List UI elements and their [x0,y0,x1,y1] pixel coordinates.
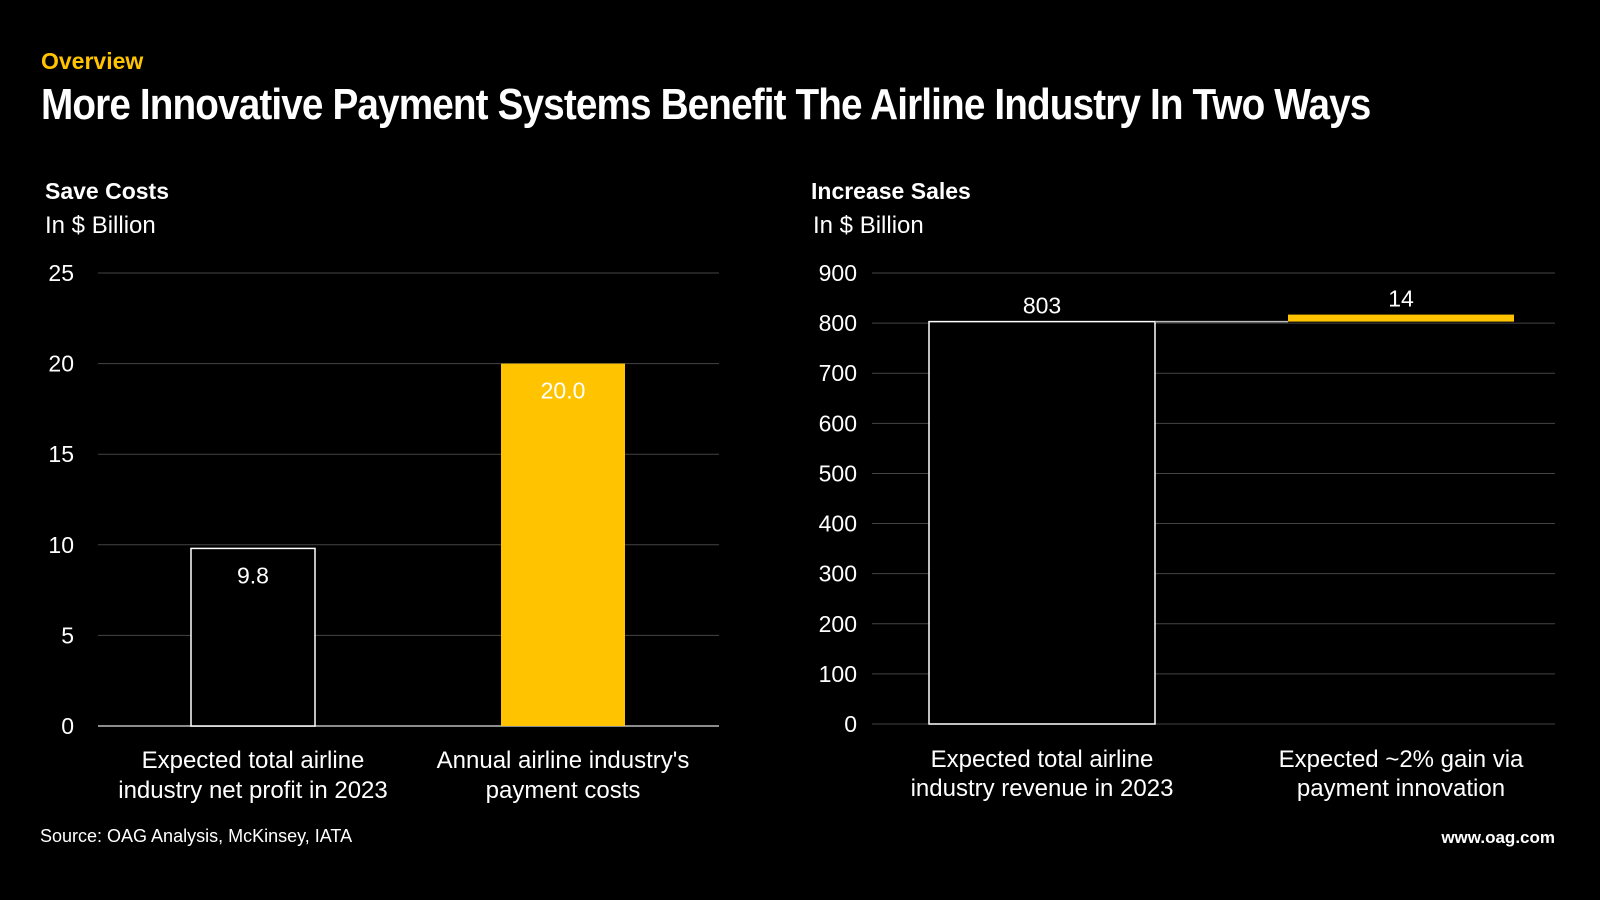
left-chart-title: Save Costs [45,178,170,204]
save-costs-chart: 0 5 10 15 20 25 9.8 Expected total airline indus… [48,260,719,804]
y-tick-label: 300 [819,561,857,587]
right-chart-subtitle: In $ Billion [813,212,924,239]
y-tick-label: 10 [48,532,74,558]
y-tick-label: 200 [819,611,857,637]
x-category-label: industry net profit in 2023 [118,777,388,804]
y-tick-label: 900 [819,260,857,286]
x-category-label: Expected total airline [931,746,1154,773]
y-tick-label: 15 [48,441,74,467]
bar [190,547,316,727]
bar [928,320,1156,725]
y-tick-label: 100 [819,661,857,687]
data-label: 14 [1388,286,1414,312]
left-chart-subtitle: In $ Billion [45,212,156,239]
y-tick-label: 5 [61,622,74,648]
x-category-label: payment costs [486,777,641,804]
x-category-label: industry revenue in 2023 [911,775,1174,802]
bar [501,363,625,726]
y-tick-label: 800 [819,310,857,336]
y-tick-label: 0 [61,713,74,739]
page-title: More Innovative Payment Systems Benefit … [41,80,1371,129]
x-category-label: Annual airline industry's [437,747,690,774]
y-tick-label: 700 [819,360,857,386]
y-tick-label: 600 [819,410,857,436]
data-label: 803 [1023,293,1061,319]
x-category-label: Expected total airline [142,747,365,774]
website-link[interactable]: www.oag.com [1441,828,1555,847]
data-label: 9.8 [237,562,269,588]
increase-sales-chart: 0 100 200 300 400 500 600 700 800 900 803 Expected … [819,260,1555,802]
y-tick-label: 400 [819,511,857,537]
right-chart-title: Increase Sales [811,178,971,204]
x-category-label: Expected ~2% gain via [1279,746,1524,773]
overview-label: Overview [41,48,144,74]
bar [1288,314,1514,322]
x-category-label: payment innovation [1297,775,1505,802]
source-note: Source: OAG Analysis, McKinsey, IATA [40,826,353,846]
y-tick-label: 0 [844,711,857,737]
y-tick-label: 20 [48,351,74,377]
y-tick-label: 500 [819,460,857,486]
y-tick-label: 25 [48,260,74,286]
data-label: 20.0 [541,378,586,404]
